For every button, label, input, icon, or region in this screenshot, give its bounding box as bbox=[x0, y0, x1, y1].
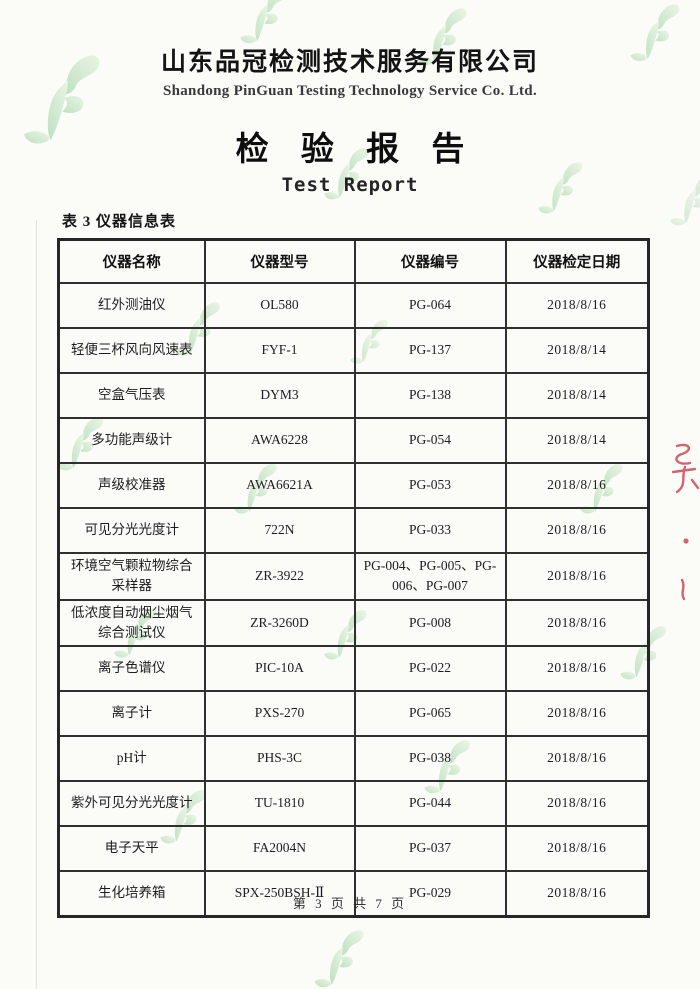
instrument-name-cell: 离子计 bbox=[57, 690, 206, 737]
instrument-serial-cell: PG-054 bbox=[353, 417, 507, 464]
instrument-date-cell: 2018/8/14 bbox=[504, 327, 650, 374]
pinguan-leaf-logo-watermark bbox=[314, 930, 364, 988]
instrument-name-cell: 可见分光光度计 bbox=[57, 507, 206, 554]
instrument-serial-cell: PG-033 bbox=[353, 507, 507, 554]
instrument-model-cell: PXS-270 bbox=[203, 690, 356, 737]
instrument-name-cell: 轻便三杯风向风速表 bbox=[57, 327, 206, 374]
col-header-instrument-model: 仪器型号 bbox=[203, 238, 356, 284]
instrument-model-cell: AWA6621A bbox=[203, 462, 356, 509]
instrument-model-cell: ZR-3922 bbox=[203, 552, 356, 601]
table-row: 空盒气压表 DYM3 PG-138 2018/8/14 bbox=[57, 372, 650, 419]
instrument-name-cell: 多功能声级计 bbox=[57, 417, 206, 464]
table-row: 电子天平 FA2004N PG-037 2018/8/16 bbox=[57, 825, 650, 872]
report-header: 山东品冠检测技术服务有限公司 Shandong PinGuan Testing … bbox=[0, 0, 700, 196]
red-ink-mark bbox=[671, 443, 700, 601]
instrument-model-cell: OL580 bbox=[203, 282, 356, 329]
table-row: 声级校准器 AWA6621A PG-053 2018/8/16 bbox=[57, 462, 650, 509]
instrument-date-cell: 2018/8/16 bbox=[504, 598, 650, 647]
table-row: pH计 PHS-3C PG-038 2018/8/16 bbox=[57, 735, 650, 782]
col-header-instrument-serial: 仪器编号 bbox=[353, 238, 507, 284]
company-name-en: Shandong PinGuan Testing Technology Serv… bbox=[162, 83, 538, 99]
table-row: 紫外可见分光光度计 TU-1810 PG-044 2018/8/16 bbox=[57, 780, 650, 827]
instrument-model-cell: ZR-3260D bbox=[203, 598, 356, 647]
table-row: 生化培养箱 SPX-250BSH-Ⅱ PG-029 2018/8/16 bbox=[57, 870, 650, 918]
instrument-model-cell: PIC-10A bbox=[203, 645, 356, 692]
instrument-model-cell: AWA6228 bbox=[203, 417, 356, 464]
col-header-instrument-name: 仪器名称 bbox=[57, 238, 206, 284]
col-header-calibration-date: 仪器检定日期 bbox=[504, 238, 650, 284]
table-row: 离子计 PXS-270 PG-065 2018/8/16 bbox=[57, 690, 650, 737]
table-caption: 表 3 仪器信息表 bbox=[62, 214, 177, 230]
table-row: 低浓度自动烟尘烟气综合测试仪 ZR-3260D PG-008 2018/8/16 bbox=[57, 598, 650, 647]
instrument-date-cell: 2018/8/16 bbox=[504, 507, 650, 554]
instrument-name-cell: 离子色谱仪 bbox=[57, 645, 206, 692]
instrument-serial-cell: PG-038 bbox=[353, 735, 507, 782]
table-row: 轻便三杯风向风速表 FYF-1 PG-137 2018/8/14 bbox=[57, 327, 650, 374]
instrument-date-cell: 2018/8/16 bbox=[504, 780, 650, 827]
instrument-name-cell: 空盒气压表 bbox=[57, 372, 206, 419]
instrument-name-cell: 低浓度自动烟尘烟气综合测试仪 bbox=[57, 598, 206, 647]
paper-fold-crease bbox=[36, 220, 37, 989]
instrument-serial-cell: PG-022 bbox=[353, 645, 507, 692]
instrument-model-cell: 722N bbox=[203, 507, 356, 554]
instrument-name-cell: 声级校准器 bbox=[57, 462, 206, 509]
instrument-name-cell: 电子天平 bbox=[57, 825, 206, 872]
instrument-serial-cell: PG-008 bbox=[353, 598, 507, 647]
table-row: 环境空气颗粒物综合采样器 ZR-3922 PG-004、PG-005、PG-006、… bbox=[57, 552, 650, 601]
instrument-date-cell: 2018/8/16 bbox=[504, 645, 650, 692]
report-title-en: Test Report bbox=[281, 174, 419, 196]
instrument-name-cell: 生化培养箱 bbox=[57, 870, 206, 918]
table-row: 多功能声级计 AWA6228 PG-054 2018/8/14 bbox=[57, 417, 650, 464]
table-row: 可见分光光度计 722N PG-033 2018/8/16 bbox=[57, 507, 650, 554]
instrument-model-cell: TU-1810 bbox=[203, 780, 356, 827]
instrument-serial-cell: PG-044 bbox=[353, 780, 507, 827]
instrument-name-cell: 红外测油仪 bbox=[57, 282, 206, 329]
instrument-serial-cell: PG-037 bbox=[353, 825, 507, 872]
instrument-date-cell: 2018/8/16 bbox=[504, 870, 650, 918]
instrument-model-cell: PHS-3C bbox=[203, 735, 356, 782]
instrument-serial-cell: PG-004、PG-005、PG-006、PG-007 bbox=[353, 552, 507, 601]
table-row: 红外测油仪 OL580 PG-064 2018/8/16 bbox=[57, 282, 650, 329]
instrument-date-cell: 2018/8/16 bbox=[504, 825, 650, 872]
instrument-serial-cell: PG-065 bbox=[353, 690, 507, 737]
instrument-serial-cell: PG-064 bbox=[353, 282, 507, 329]
page-number-footer: 第 3 页 共 7 页 bbox=[292, 896, 408, 911]
instrument-info-table: 仪器名称 仪器型号 仪器编号 仪器检定日期 红外测油仪 OL580 PG-064 20… bbox=[57, 238, 650, 918]
instrument-date-cell: 2018/8/16 bbox=[504, 690, 650, 737]
instrument-model-cell: DYM3 bbox=[203, 372, 356, 419]
instrument-date-cell: 2018/8/16 bbox=[504, 552, 650, 601]
instrument-model-cell: FA2004N bbox=[203, 825, 356, 872]
instrument-serial-cell: PG-138 bbox=[353, 372, 507, 419]
report-title-zh: 检 验 报 告 bbox=[235, 132, 477, 168]
instrument-date-cell: 2018/8/16 bbox=[504, 282, 650, 329]
table-row: 离子色谱仪 PIC-10A PG-022 2018/8/16 bbox=[57, 645, 650, 692]
table-header-row: 仪器名称 仪器型号 仪器编号 仪器检定日期 bbox=[57, 238, 650, 284]
instrument-model-cell: SPX-250BSH-Ⅱ bbox=[203, 870, 356, 918]
instrument-serial-cell: PG-029 bbox=[353, 870, 507, 918]
instrument-name-cell: 紫外可见分光光度计 bbox=[57, 780, 206, 827]
instrument-date-cell: 2018/8/14 bbox=[504, 417, 650, 464]
instrument-name-cell: pH计 bbox=[57, 735, 206, 782]
instrument-serial-cell: PG-053 bbox=[353, 462, 507, 509]
company-name-zh: 山东品冠检测技术服务有限公司 bbox=[160, 49, 539, 76]
instrument-date-cell: 2018/8/16 bbox=[504, 735, 650, 782]
instrument-date-cell: 2018/8/14 bbox=[504, 372, 650, 419]
instrument-date-cell: 2018/8/16 bbox=[504, 462, 650, 509]
instrument-model-cell: FYF-1 bbox=[203, 327, 356, 374]
instrument-name-cell: 环境空气颗粒物综合采样器 bbox=[57, 552, 206, 601]
instrument-serial-cell: PG-137 bbox=[353, 327, 507, 374]
